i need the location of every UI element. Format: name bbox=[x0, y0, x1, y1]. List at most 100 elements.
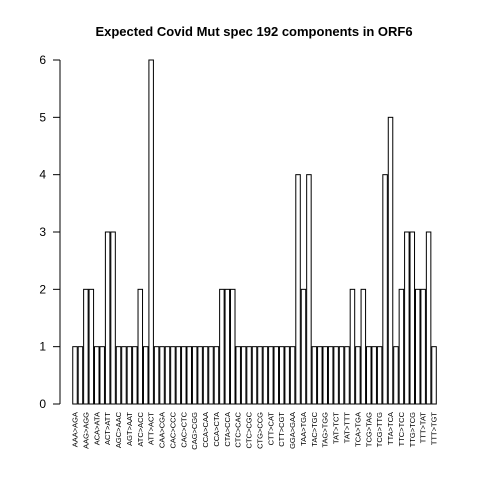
x-tick-label: TTG>TCG bbox=[408, 412, 417, 447]
bar bbox=[268, 346, 274, 405]
bar bbox=[197, 346, 203, 405]
x-tick-label: CAG>CGG bbox=[190, 412, 199, 450]
x-tick-label: AAG>AGG bbox=[81, 412, 90, 449]
x-tick-label: ACT>ATT bbox=[103, 412, 112, 445]
y-tick-label: 1 bbox=[39, 340, 46, 354]
y-tick-label: 6 bbox=[39, 53, 46, 67]
bar bbox=[246, 346, 252, 405]
x-tick-label: TCG>TAG bbox=[364, 412, 373, 447]
x-tick-label: TAT>TTT bbox=[343, 412, 352, 444]
bar bbox=[295, 174, 301, 405]
x-tick-label: TAA>TGA bbox=[299, 412, 308, 446]
bar bbox=[306, 174, 312, 405]
x-tick-label: CAC>CTC bbox=[179, 411, 188, 447]
bar bbox=[115, 346, 122, 405]
bar bbox=[273, 346, 280, 405]
x-tick-label: TCG>TTG bbox=[375, 412, 384, 447]
bar bbox=[393, 346, 399, 405]
bar bbox=[148, 59, 154, 405]
bar bbox=[317, 346, 323, 405]
bar bbox=[202, 346, 209, 405]
bar bbox=[425, 231, 432, 405]
x-tick-label: TTT>TGT bbox=[430, 412, 439, 446]
bar bbox=[409, 231, 416, 405]
bar bbox=[251, 346, 258, 405]
x-tick-label: AAA>AGA bbox=[71, 412, 80, 447]
x-tick-label: CTG>CCG bbox=[255, 412, 264, 449]
bar bbox=[175, 346, 182, 405]
x-tick-label: CAC>CCC bbox=[168, 411, 177, 448]
bar bbox=[110, 231, 116, 405]
bar bbox=[420, 288, 426, 405]
bar bbox=[142, 346, 149, 405]
x-tick-label: TTA>TCA bbox=[386, 412, 395, 445]
x-tick-label: CTA>CCA bbox=[223, 412, 232, 447]
bar bbox=[376, 346, 383, 405]
bar bbox=[181, 346, 187, 405]
x-tick-label: CTT>CGT bbox=[277, 412, 286, 447]
bar bbox=[311, 346, 318, 405]
bar bbox=[137, 288, 144, 405]
bar bbox=[99, 346, 105, 405]
bar bbox=[382, 174, 388, 405]
bar bbox=[186, 346, 192, 405]
bar bbox=[235, 346, 241, 405]
bar bbox=[284, 346, 290, 405]
bar bbox=[300, 288, 307, 405]
bar bbox=[366, 346, 372, 405]
bar bbox=[344, 346, 350, 405]
bar bbox=[355, 346, 361, 405]
bar bbox=[224, 288, 231, 405]
x-tick-label: ACA>ATA bbox=[92, 412, 101, 445]
y-tick-label: 5 bbox=[39, 110, 46, 124]
y-tick-label: 2 bbox=[39, 282, 46, 296]
bar bbox=[88, 288, 95, 405]
bar bbox=[360, 288, 367, 405]
bar bbox=[104, 231, 111, 405]
y-tick-label: 0 bbox=[39, 397, 46, 411]
bar bbox=[257, 346, 263, 405]
bar bbox=[164, 346, 171, 405]
y-tick-label: 3 bbox=[39, 225, 46, 239]
x-tick-label: CCA>CAA bbox=[201, 412, 210, 448]
bar bbox=[191, 346, 198, 405]
x-tick-label: TAT>TCT bbox=[332, 412, 341, 444]
bar bbox=[132, 346, 138, 405]
x-tick-label: CCA>CTA bbox=[212, 412, 221, 447]
bar bbox=[431, 346, 437, 405]
y-tick-label: 4 bbox=[39, 168, 46, 182]
bar bbox=[219, 288, 225, 405]
bar bbox=[159, 346, 165, 405]
bar bbox=[170, 346, 176, 405]
x-tick-label: TTT>TAT bbox=[419, 412, 428, 444]
bar bbox=[371, 346, 377, 405]
x-tick-label: CTT>CAT bbox=[266, 412, 275, 446]
bar bbox=[208, 346, 214, 405]
x-tick-label: CTC>CAC bbox=[234, 411, 243, 447]
bar bbox=[414, 288, 421, 405]
bar bbox=[153, 346, 160, 405]
x-tick-label: AGT>AAT bbox=[125, 412, 134, 446]
x-tick-label: TTC>TCC bbox=[397, 411, 406, 446]
bar bbox=[94, 346, 100, 405]
x-tick-label: TAC>TGC bbox=[310, 411, 319, 446]
x-tick-label: ATT>ACT bbox=[147, 412, 156, 445]
x-tick-label: CAA>CGA bbox=[158, 412, 167, 448]
x-tick-label: TAG>TGG bbox=[321, 412, 330, 448]
bar bbox=[289, 346, 296, 405]
bar bbox=[121, 346, 127, 405]
bar bbox=[387, 116, 394, 405]
x-tick-label: TCA>TGA bbox=[353, 412, 362, 447]
bar bbox=[213, 346, 220, 405]
bar bbox=[240, 346, 247, 405]
chart-title: Expected Covid Mut spec 192 components i… bbox=[95, 24, 412, 39]
bar bbox=[83, 288, 89, 405]
x-tick-label: ATC>ACC bbox=[136, 411, 145, 446]
x-tick-label: GGA>GAA bbox=[288, 412, 297, 449]
bar bbox=[338, 346, 345, 405]
x-tick-label: AGC>AAC bbox=[114, 411, 123, 448]
bar bbox=[322, 346, 328, 405]
bar bbox=[262, 346, 269, 405]
bar bbox=[333, 346, 339, 405]
